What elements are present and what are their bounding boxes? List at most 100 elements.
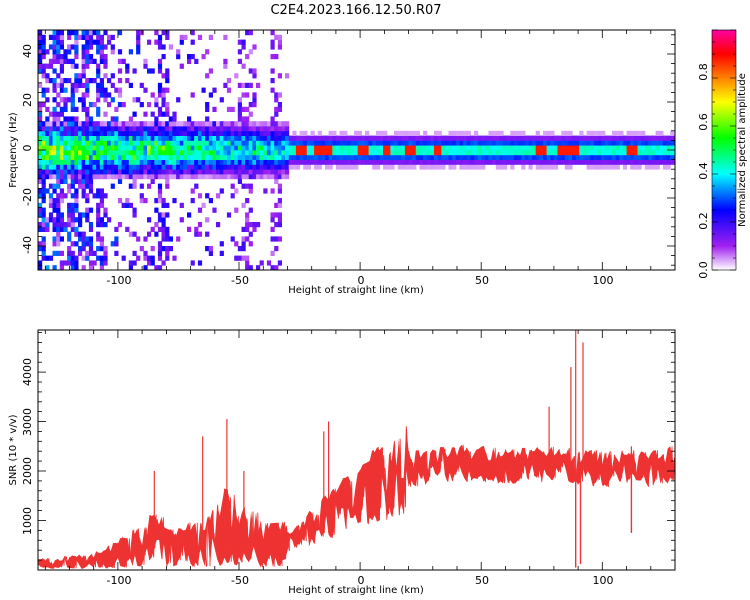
spectrogram-cell bbox=[310, 140, 315, 146]
spectrogram-cell bbox=[154, 150, 159, 156]
spectrogram-cell bbox=[637, 135, 642, 141]
spectrogram-cell bbox=[48, 126, 54, 132]
spectrogram-cell bbox=[615, 130, 620, 136]
spectrogram-cell bbox=[45, 265, 50, 270]
spectrogram-cell bbox=[107, 130, 112, 136]
spectrogram-cell bbox=[517, 145, 522, 151]
spectrogram-cell bbox=[394, 145, 399, 151]
spectrogram-cell bbox=[219, 140, 224, 146]
spectrogram-cell bbox=[70, 154, 75, 160]
spectrogram-cell bbox=[372, 154, 377, 160]
spectrogram-cell bbox=[383, 154, 388, 160]
spectrogram-cell bbox=[74, 159, 79, 165]
spectrogram-cell bbox=[550, 140, 555, 146]
spectrogram-cell bbox=[52, 44, 57, 50]
spectrogram-cell bbox=[281, 169, 286, 175]
spectrogram-cell bbox=[81, 140, 86, 146]
spectrogram-cell bbox=[662, 145, 668, 151]
spectrogram-cell bbox=[70, 121, 75, 127]
spectrogram-cell bbox=[644, 154, 649, 160]
spectrogram-cell bbox=[375, 140, 381, 146]
spectrogram-cell bbox=[285, 169, 290, 175]
spectrogram-cell bbox=[59, 265, 64, 270]
spectrogram-cell bbox=[455, 150, 460, 156]
spectrogram-cell bbox=[194, 154, 199, 160]
spectrogram-cell bbox=[110, 130, 115, 136]
spectrogram-cell bbox=[103, 111, 108, 117]
spectrogram-cell bbox=[205, 169, 210, 175]
spectrogram-cell bbox=[176, 121, 181, 127]
spectrogram-cell bbox=[263, 159, 268, 165]
spectrogram-cell bbox=[466, 154, 471, 160]
spectrogram-cell bbox=[481, 164, 486, 170]
spectrogram-cell bbox=[128, 126, 133, 132]
spectrogram-cell bbox=[495, 159, 500, 165]
spectrogram-cell bbox=[622, 135, 628, 141]
spectrogram-cell bbox=[121, 154, 126, 160]
spectrogram-cell bbox=[128, 202, 133, 208]
spectrogram-cell bbox=[125, 226, 130, 232]
spectrogram-cell bbox=[266, 135, 272, 141]
spectrogram-cell bbox=[59, 111, 64, 117]
spectrogram-cell bbox=[168, 140, 173, 146]
spectrogram-cell bbox=[543, 154, 548, 160]
spectrogram-cell bbox=[277, 140, 282, 146]
spectrogram-cell bbox=[103, 126, 108, 132]
spectrogram-cell bbox=[143, 121, 148, 127]
snr-line bbox=[38, 426, 675, 569]
spectrogram-cell bbox=[619, 145, 624, 151]
spectrogram-cell bbox=[56, 169, 61, 175]
spectrogram-cell bbox=[197, 34, 203, 40]
spectrogram-cell bbox=[274, 92, 279, 98]
spectrogram-cell bbox=[368, 150, 373, 156]
spectrogram-cell bbox=[277, 164, 282, 170]
spectrogram-cell bbox=[157, 169, 163, 175]
spectrogram-cell bbox=[103, 54, 108, 60]
spectrogram-cell bbox=[154, 135, 159, 141]
spectrogram-cell bbox=[59, 130, 64, 136]
spectrogram-cell bbox=[117, 222, 123, 228]
spectrogram-cell bbox=[59, 178, 64, 184]
spectrogram-cell bbox=[88, 250, 94, 256]
spectrogram-cell bbox=[107, 159, 112, 165]
spectrogram-cell bbox=[513, 130, 519, 136]
spectrogram-cell bbox=[88, 174, 94, 180]
spectrogram-cell bbox=[237, 145, 242, 151]
spectrogram-cell bbox=[310, 130, 315, 136]
spectrogram-cell bbox=[96, 92, 101, 98]
spectrogram-cell bbox=[412, 154, 417, 160]
spectrogram-cell bbox=[521, 145, 526, 151]
spectrogram-cell bbox=[350, 164, 355, 170]
spectrogram-cell bbox=[176, 97, 181, 103]
spectrogram-cell bbox=[38, 241, 43, 247]
spectrogram-cell bbox=[368, 145, 373, 151]
spectrogram-cell bbox=[459, 140, 464, 146]
spectrogram-cell bbox=[557, 145, 562, 151]
spectrogram-cell bbox=[154, 97, 159, 103]
spectrogram-cell bbox=[99, 159, 104, 165]
spectrogram-cell bbox=[128, 130, 133, 136]
spectrogram-cell bbox=[117, 126, 123, 132]
spectrogram-cell bbox=[361, 145, 366, 151]
spectrogram-cell bbox=[256, 164, 261, 170]
spectrogram-cell bbox=[63, 54, 68, 60]
spectrogram-cell bbox=[495, 140, 500, 146]
spectrogram-cell bbox=[223, 135, 228, 141]
spectrogram-cell bbox=[223, 126, 228, 132]
spectrogram-cell bbox=[48, 150, 54, 156]
spectrogram-cell bbox=[110, 116, 115, 122]
spectrogram-cell bbox=[615, 164, 620, 170]
spectrogram-cell bbox=[615, 135, 620, 141]
spectrogram-cell bbox=[441, 140, 446, 146]
spectrogram-cell bbox=[564, 159, 569, 165]
spectrogram-cell bbox=[38, 188, 43, 194]
spectrogram-cell bbox=[41, 145, 46, 151]
spectrogram-cell bbox=[143, 169, 148, 175]
spectrogram-cell bbox=[114, 169, 119, 175]
spectrogram-cell bbox=[56, 39, 61, 45]
spectrogram-cell bbox=[150, 121, 155, 127]
spectrogram-cell bbox=[670, 140, 675, 146]
spectrogram-cell bbox=[517, 140, 522, 146]
spectrogram-cell bbox=[56, 217, 61, 223]
spectrogram-cell bbox=[484, 145, 490, 151]
